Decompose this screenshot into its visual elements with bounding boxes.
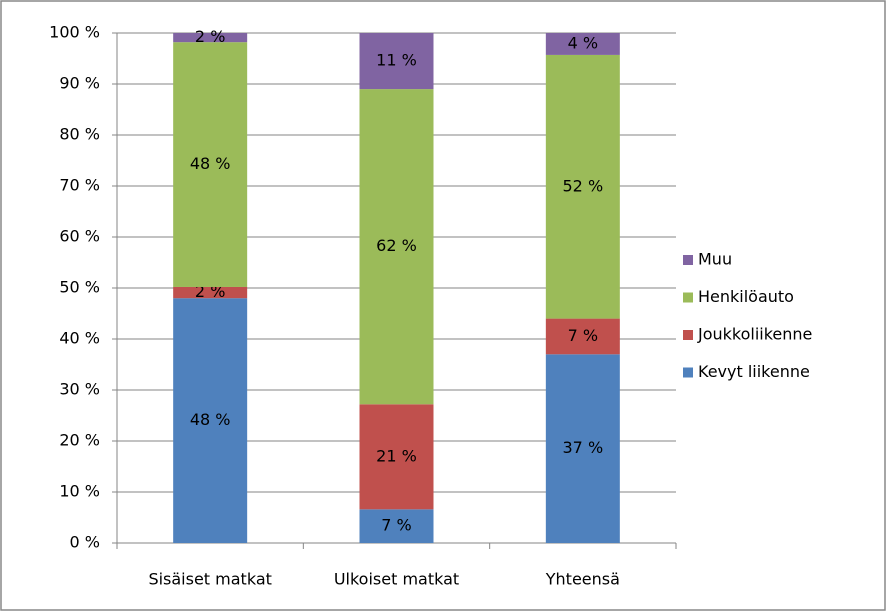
data-label: 2 %: [195, 27, 225, 46]
legend-swatch: [683, 367, 693, 378]
data-label: 21 %: [376, 446, 417, 465]
x-tick-label: Sisäiset matkat: [148, 570, 271, 589]
data-label: 52 %: [563, 176, 604, 195]
y-tick-label: 70 %: [59, 176, 100, 195]
y-tick-label: 80 %: [59, 125, 100, 144]
y-tick-label: 40 %: [59, 329, 100, 348]
data-label: 7 %: [381, 516, 411, 535]
data-label: 48 %: [190, 410, 231, 429]
y-tick-label: 50 %: [59, 278, 100, 297]
legend-label: Henkilöauto: [698, 287, 794, 306]
data-label: 11 %: [376, 51, 417, 70]
bar-segment: [173, 286, 248, 299]
bar-segment: [545, 318, 620, 355]
bar-segment: [359, 509, 434, 543]
x-tick-label: Ulkoiset matkat: [334, 570, 459, 589]
bar-segment: [545, 54, 620, 319]
y-tick-label: 20 %: [59, 431, 100, 450]
data-label: 7 %: [568, 326, 598, 345]
data-label: 37 %: [563, 438, 604, 457]
data-label: 62 %: [376, 236, 417, 255]
bar-segment: [173, 33, 248, 43]
y-tick-label: 30 %: [59, 380, 100, 399]
y-tick-label: 0 %: [70, 533, 100, 552]
bar-segment: [173, 42, 248, 287]
legend-label: Joukkoliikenne: [697, 325, 812, 344]
bar-segment: [173, 298, 248, 543]
legend-swatch: [683, 255, 693, 265]
legend-swatch: [683, 292, 693, 303]
bar-segment: [359, 33, 434, 90]
legend-label: Kevyt liikenne: [698, 362, 810, 381]
y-tick-label: 100 %: [49, 23, 100, 42]
bar-segment: [359, 89, 434, 405]
y-tick-label: 10 %: [59, 482, 100, 501]
data-label: 4 %: [568, 33, 598, 52]
y-tick-label: 60 %: [59, 227, 100, 246]
legend-label: Muu: [698, 250, 732, 269]
bar-segment: [359, 404, 434, 510]
y-tick-label: 90 %: [59, 74, 100, 93]
data-label: 48 %: [190, 154, 231, 173]
bar-segment: [545, 354, 620, 543]
x-tick-label: Yhteensä: [545, 570, 620, 589]
bar-segment: [545, 33, 620, 55]
legend-swatch: [683, 330, 693, 340]
